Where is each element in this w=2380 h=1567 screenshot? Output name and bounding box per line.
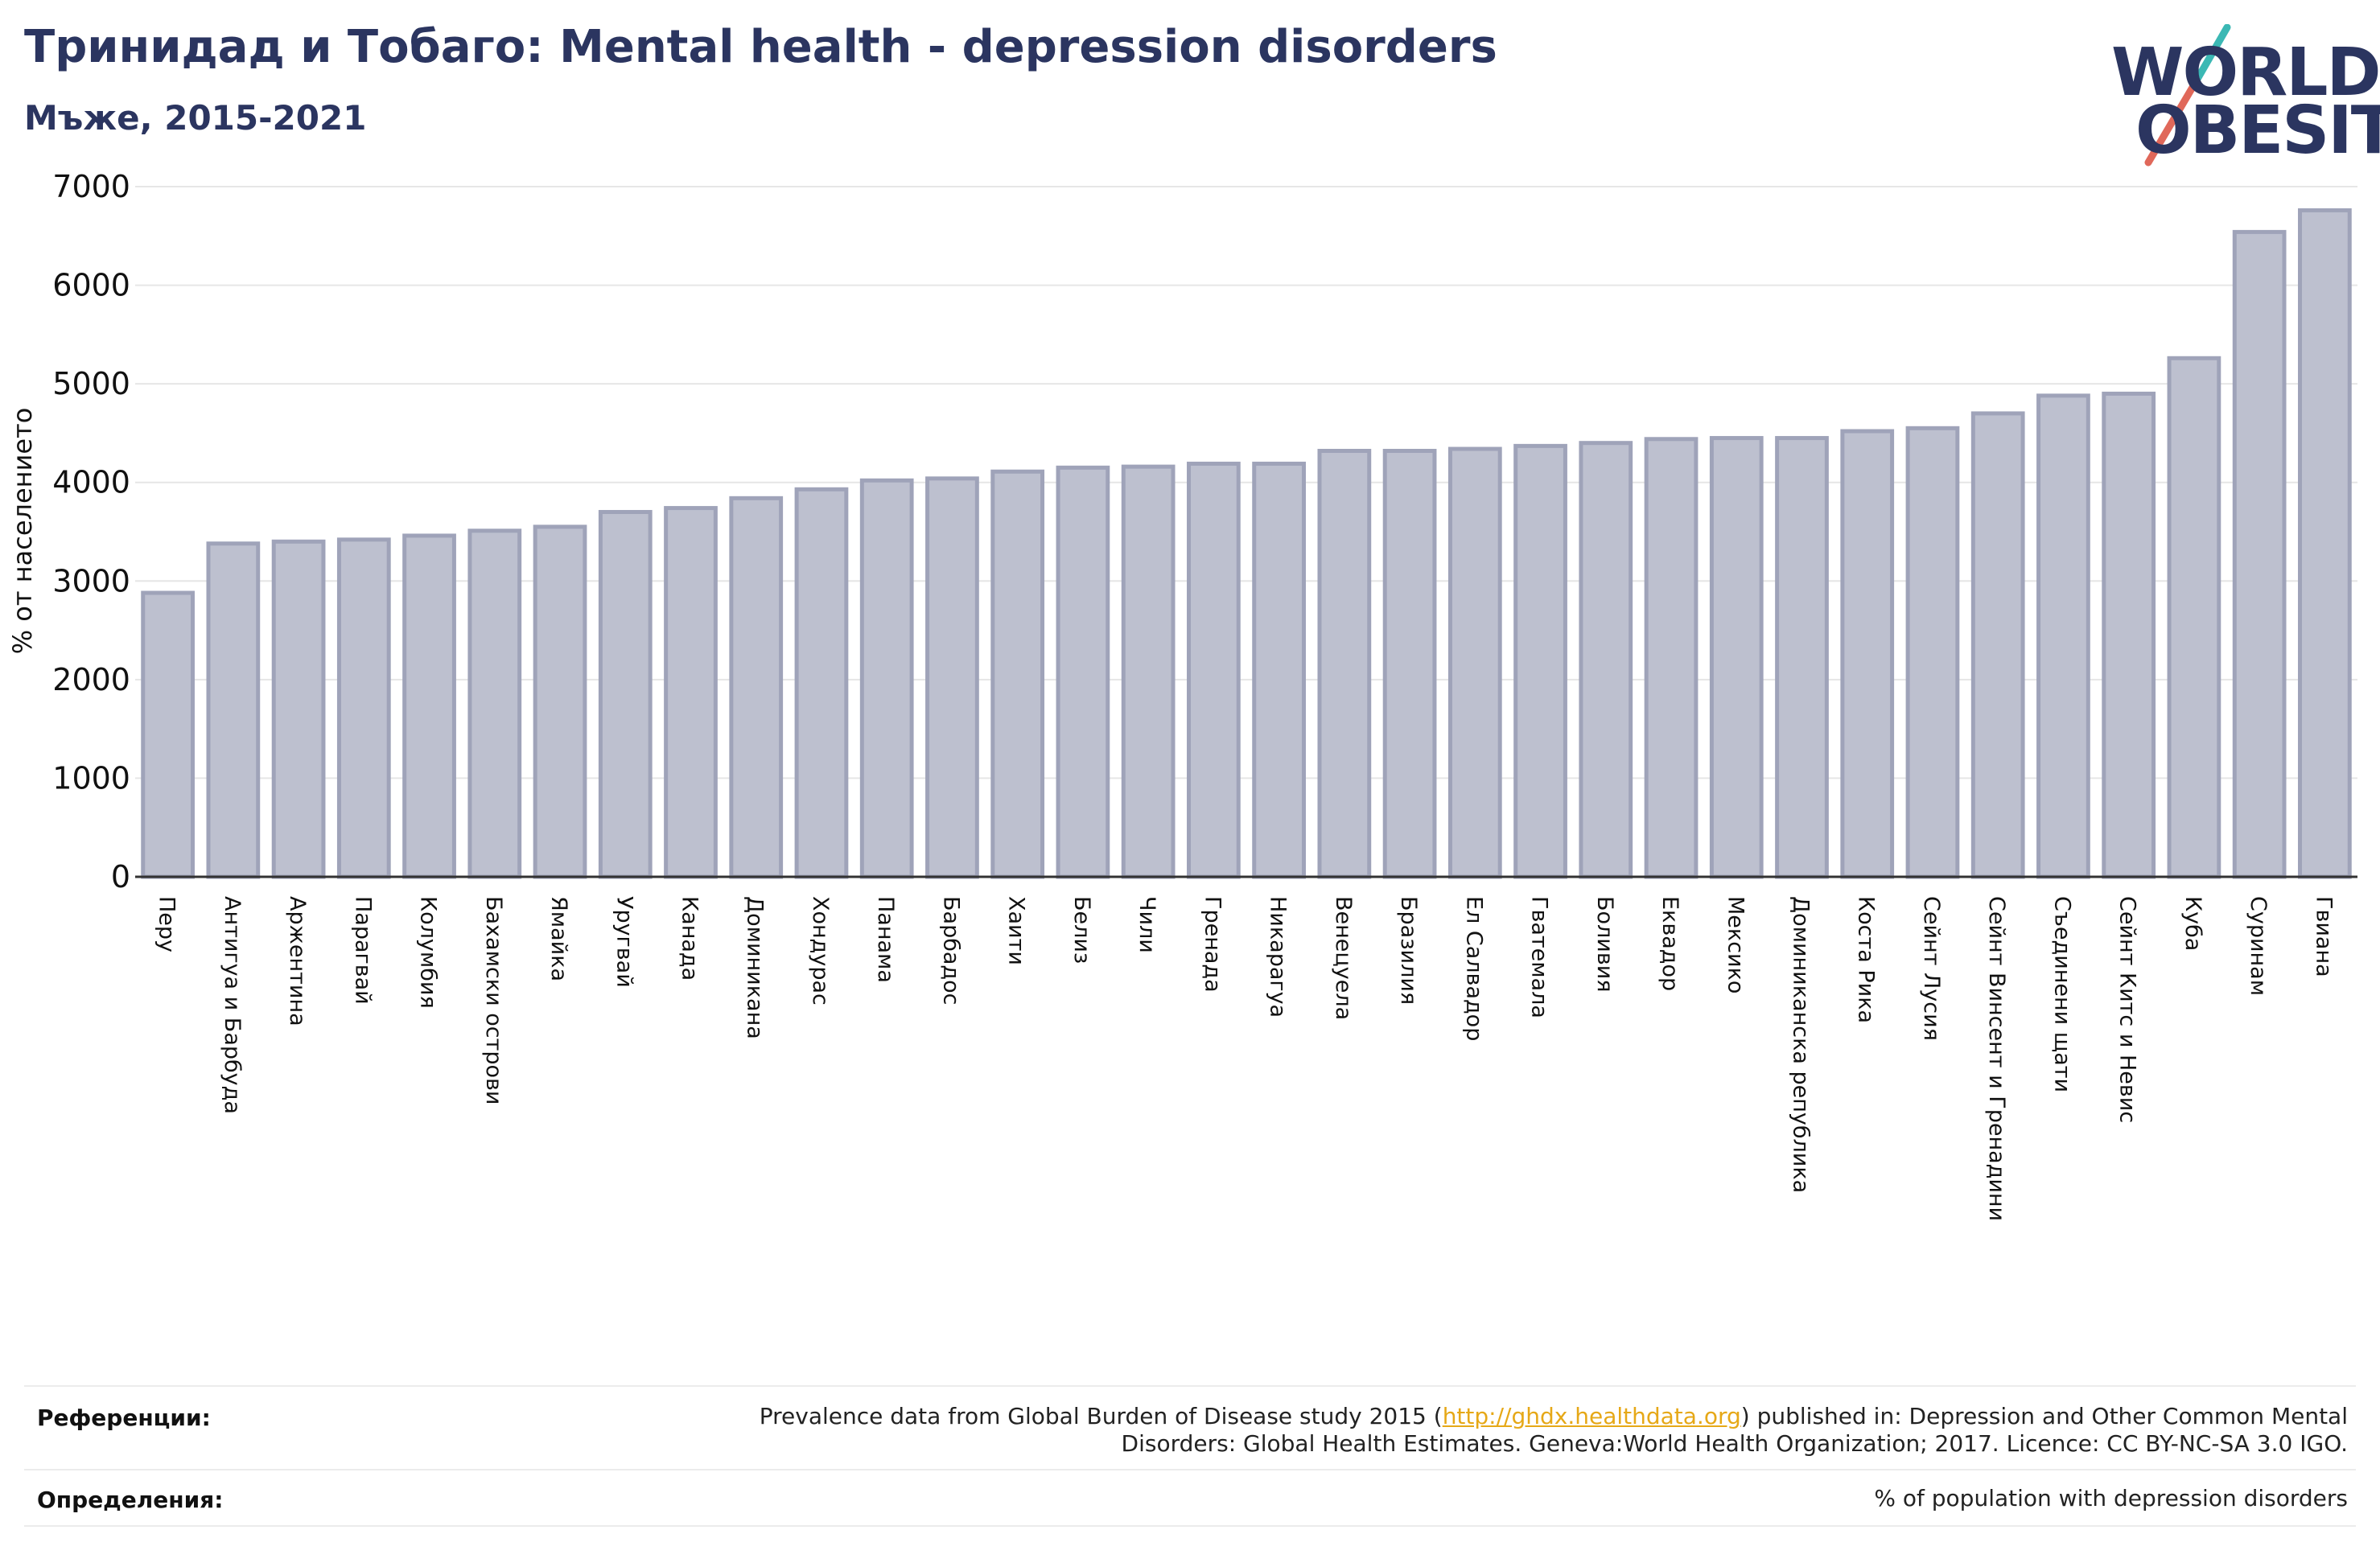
footer-divider [24, 1525, 2356, 1527]
x-tick-label: Еквадор [1657, 896, 1682, 991]
references-line-1: Prevalence data from Global Burden of Di… [759, 1403, 2348, 1429]
bar [925, 476, 979, 879]
x-tick-label: Гренада [1200, 896, 1225, 993]
footer-divider [24, 1385, 2356, 1387]
bar [990, 469, 1045, 879]
bar [1317, 448, 1372, 879]
y-tick-label: 1000 [52, 760, 130, 796]
x-tick-label: Барбадос [938, 896, 963, 1005]
x-tick-label: Бахамски острови [481, 896, 506, 1104]
y-tick-label: 3000 [52, 563, 130, 598]
bar [1775, 436, 1829, 879]
bar [2036, 393, 2090, 879]
bar-chart: 0 1000 2000 3000 4000 5000 6000 7000 Перу Антигуа… [52, 169, 2357, 1221]
bar [2298, 208, 2352, 879]
bar [402, 533, 456, 879]
bar [1905, 426, 1960, 879]
y-tick-label: 7000 [52, 169, 130, 204]
references-line-2: Disorders: Global Health Estimates. Gene… [1121, 1430, 2348, 1457]
x-tick-label: Колумбия [416, 896, 441, 1009]
bar [1187, 461, 1241, 879]
y-tick-label: 2000 [52, 662, 130, 697]
x-tick-label: Хаити [1004, 896, 1029, 965]
x-tick-label: Ямайка [546, 896, 571, 981]
bar [1709, 436, 1764, 879]
bar [598, 509, 653, 879]
bar [1252, 461, 1306, 879]
x-tick-label: Суринам [2246, 896, 2271, 996]
bar [1579, 441, 1633, 879]
x-tick-label: Хондурас [808, 896, 833, 1006]
logo-slash-icon [2144, 24, 2231, 167]
x-tick-label: Коста Рика [1854, 896, 1879, 1023]
bar [1447, 446, 1502, 879]
x-tick-label: Аржентина [285, 896, 310, 1026]
x-tick-label: Куба [2180, 896, 2205, 951]
x-tick-label: Сейнт Винсент и Гренадини [1984, 896, 2009, 1221]
bar [336, 537, 391, 879]
bar [533, 524, 587, 879]
x-tick-label: Антигуа и Барбуда [220, 896, 245, 1114]
x-tick-label: Мексико [1723, 896, 1748, 993]
x-tick-label: Доминикана [743, 896, 768, 1039]
world-obesity-logo: WORLD OBESITY [2100, 24, 2380, 169]
x-tick-label: Уругвай [611, 896, 636, 988]
bar [1840, 429, 1895, 879]
bar [794, 487, 849, 879]
x-tick-label: Сейнт Китс и Невис [2115, 896, 2140, 1123]
logo-word-obesity: OBESITY [2135, 93, 2380, 169]
x-tick-label: Бразилия [1396, 896, 1421, 1005]
bar [2167, 356, 2221, 879]
x-tick-label: Доминиканска република [1789, 896, 1814, 1193]
references-text: Prevalence data from Global Burden of Di… [760, 1403, 2348, 1458]
bar [271, 539, 326, 879]
bar [1382, 448, 1437, 879]
x-tick-label: Панама [873, 896, 898, 983]
x-tick-label: Парагвай [350, 896, 375, 1005]
y-tick-label: 0 [111, 859, 130, 895]
bar [2102, 391, 2156, 879]
references-label: Референции: [37, 1405, 211, 1431]
bar [206, 541, 261, 879]
bar [1121, 464, 1176, 879]
x-tick-label: Перу [154, 896, 179, 952]
healthdata-link[interactable]: http://ghdx.healthdata.org [1442, 1403, 1741, 1429]
footer-divider [24, 1469, 2356, 1470]
bar [1513, 443, 1567, 879]
y-tick-label: 5000 [52, 366, 130, 401]
chart-title: Тринидад и Тобаго: Mental health - depre… [24, 21, 1497, 73]
bar [2232, 229, 2287, 879]
x-tick-label: Никарагуа [1266, 896, 1291, 1018]
x-tick-label: Белиз [1069, 896, 1094, 964]
definitions-text: % of population with depression disorder… [1874, 1485, 2348, 1511]
x-tick-label: Съединени щати [2049, 896, 2074, 1092]
y-tick-label: 4000 [52, 465, 130, 500]
bar [859, 478, 914, 879]
x-tick-label: Гватемала [1527, 896, 1552, 1018]
chart-subtitle: Мъже, 2015-2021 [24, 98, 367, 138]
x-tick-label: Гвиана [2311, 896, 2336, 977]
x-tick-label: Чили [1134, 896, 1159, 953]
bar [1970, 411, 2025, 879]
x-tick-label: Канада [677, 896, 702, 981]
bar [467, 529, 522, 879]
bar [141, 590, 195, 879]
bar [1056, 465, 1110, 879]
x-tick-label: Венецуела [1331, 896, 1356, 1020]
bar [729, 496, 784, 879]
logo-word-world: WORLD [2111, 35, 2380, 111]
bar [664, 506, 718, 879]
y-tick-label: 6000 [52, 268, 130, 303]
definitions-label: Определения: [37, 1487, 224, 1513]
x-tick-label: Ел Салвадор [1461, 896, 1486, 1041]
x-tick-label: Боливия [1592, 896, 1617, 993]
bar [1644, 437, 1699, 879]
x-tick-label: Сейнт Лусия [1919, 896, 1944, 1041]
